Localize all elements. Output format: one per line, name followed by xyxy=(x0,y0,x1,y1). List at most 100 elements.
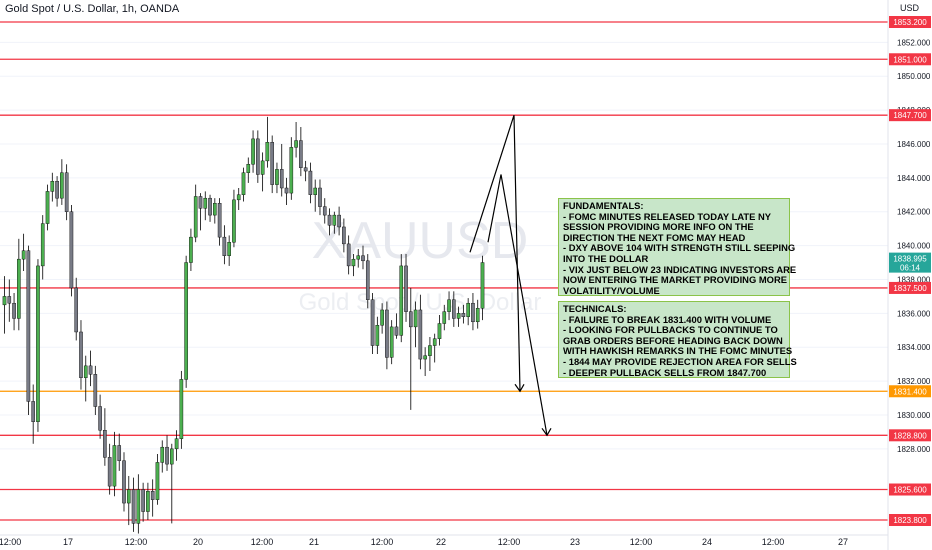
candle-body xyxy=(88,365,93,375)
time-tick-label: 12:00 xyxy=(251,537,274,547)
time-tick-label: 20 xyxy=(193,537,203,547)
candle-body xyxy=(93,374,98,407)
projection-arrow[interactable] xyxy=(469,114,521,392)
candle-body xyxy=(337,214,341,228)
candle-body xyxy=(160,446,165,463)
candle-body xyxy=(117,445,122,461)
candle-body xyxy=(131,489,136,524)
candle-body xyxy=(112,445,117,487)
level-price-label: 1847.700 xyxy=(893,111,927,120)
projection-arrows[interactable] xyxy=(469,114,552,437)
candle-body xyxy=(208,197,212,216)
candle-body xyxy=(365,260,370,300)
technicals-note[interactable]: TECHNICALS: - FAILURE TO BREAK 1831.400 … xyxy=(558,301,797,378)
candle-body xyxy=(361,255,365,262)
candle-body xyxy=(232,199,236,243)
candle-body xyxy=(213,203,217,216)
arrow-head xyxy=(514,383,525,393)
price-tick-label: 1832.000 xyxy=(897,377,931,386)
candle-body xyxy=(322,206,327,216)
candle-body xyxy=(428,345,432,356)
candle-body xyxy=(313,187,318,195)
candle-body xyxy=(184,262,188,380)
candle-body xyxy=(236,194,241,201)
level-price-label: 1831.400 xyxy=(893,387,927,396)
candle-body xyxy=(447,299,451,312)
candle-body xyxy=(332,214,337,226)
arrow-head xyxy=(541,427,552,437)
price-axis[interactable]: USD 1828.000 1830.000 1832.000 1834.000 1836… xyxy=(887,0,931,550)
level-price-tag xyxy=(889,385,931,398)
candle-body xyxy=(165,446,169,465)
fundamentals-note[interactable]: FUNDAMENTALS: - FOMC MINUTES RELEASED TO… xyxy=(558,198,796,296)
candle-body xyxy=(203,197,208,209)
time-tick-label: 22 xyxy=(436,537,446,547)
candle-body xyxy=(12,302,16,319)
candle-body xyxy=(217,203,222,238)
candle-body xyxy=(150,491,155,500)
price-tick-label: 1852.000 xyxy=(897,38,931,47)
candle-body xyxy=(169,448,174,465)
time-tick-label: 12:00 xyxy=(0,537,21,547)
candle-body xyxy=(480,262,485,309)
candle-body xyxy=(437,323,442,339)
time-tick-label: 12:00 xyxy=(498,537,521,547)
candle-body xyxy=(413,309,418,328)
candle-body xyxy=(389,326,394,358)
countdown-label: 06:14 xyxy=(900,264,921,273)
candle-body xyxy=(174,438,179,450)
level-price-label: 1853.200 xyxy=(893,18,927,27)
candle-body xyxy=(155,462,160,500)
projection-arrow[interactable] xyxy=(487,174,548,436)
candle-body xyxy=(256,138,260,175)
candle-body xyxy=(270,142,274,185)
candle-body xyxy=(17,258,21,319)
candle-body xyxy=(423,355,427,360)
candle-body xyxy=(241,172,246,195)
candle-body xyxy=(442,311,447,324)
time-axis[interactable]: 12:00 17 12:00 20 12:00 21 12:00 22 12:00 23 12:00… xyxy=(0,534,888,547)
candle-body xyxy=(146,491,150,512)
price-tick-label: 1842.000 xyxy=(897,208,931,217)
candle-body xyxy=(351,258,356,267)
price-tick-label: 1838.000 xyxy=(897,275,931,284)
level-price-label: 1837.500 xyxy=(893,284,927,293)
level-price-tag xyxy=(889,483,931,496)
time-tick-label: 23 xyxy=(570,537,580,547)
candle-body xyxy=(303,167,308,172)
candle-body xyxy=(141,489,145,512)
candle-body xyxy=(136,489,141,524)
candle-body xyxy=(26,250,31,402)
level-price-label: 1851.000 xyxy=(893,55,927,64)
chart-title: Gold Spot / U.S. Dollar, 1h, OANDA xyxy=(5,3,180,15)
candle-body xyxy=(380,309,384,326)
last-price-tag xyxy=(889,252,931,273)
candle-body xyxy=(399,265,404,336)
time-tick-label: 12:00 xyxy=(630,537,653,547)
price-tick-label: 1836.000 xyxy=(897,309,931,318)
candle-body xyxy=(356,255,361,260)
candle-body xyxy=(308,170,313,195)
candle-body xyxy=(198,196,203,209)
level-price-tag xyxy=(889,281,931,294)
candle-body xyxy=(83,365,88,378)
level-price-tag xyxy=(889,429,931,442)
level-price-tag xyxy=(889,514,931,526)
currency-label: USD xyxy=(900,3,920,13)
level-price-label: 1828.800 xyxy=(893,431,927,440)
candle-body xyxy=(452,299,456,319)
time-tick-label: 12:00 xyxy=(125,537,148,547)
candle-body xyxy=(179,379,184,439)
candle-body xyxy=(385,309,389,358)
candle-body xyxy=(60,172,64,199)
candle-body xyxy=(432,338,437,346)
candle-body xyxy=(327,214,332,226)
candle-body xyxy=(103,430,107,458)
candle-body xyxy=(36,265,40,422)
candle-body xyxy=(107,457,112,487)
candle-body xyxy=(64,172,69,212)
candle-body xyxy=(189,236,193,263)
candle-body xyxy=(40,223,45,267)
price-tick-label: 1830.000 xyxy=(897,411,931,420)
level-price-label: 1823.800 xyxy=(893,516,927,525)
